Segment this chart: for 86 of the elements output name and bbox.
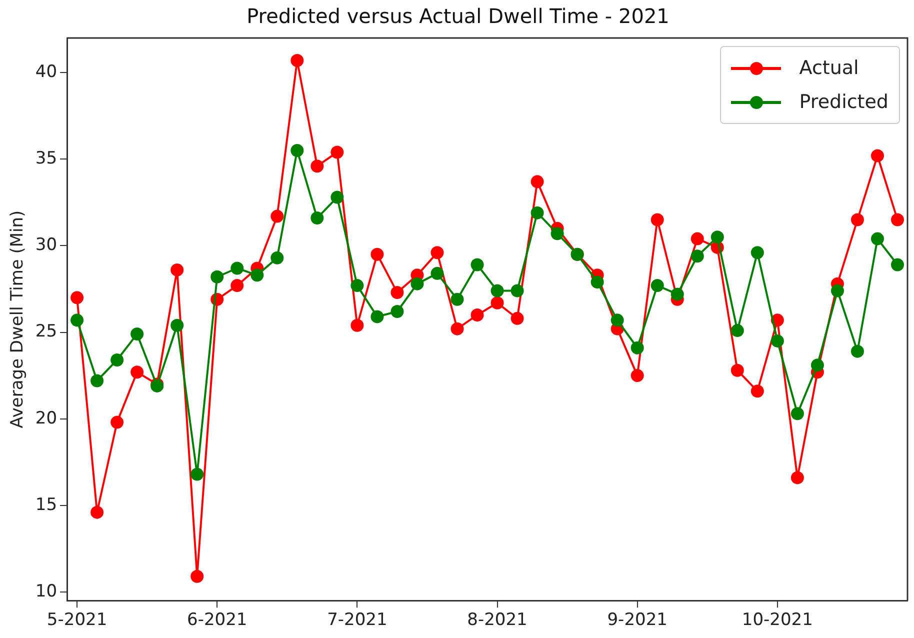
y-tick-label: 40: [35, 62, 58, 82]
legend-label: Predicted: [799, 91, 888, 113]
point: [630, 341, 644, 354]
point: [250, 268, 264, 282]
point: [630, 369, 644, 382]
point: [870, 149, 884, 162]
point: [390, 305, 404, 318]
y-tick-label: 35: [35, 148, 58, 169]
point: [730, 364, 744, 377]
x-tick-label: 9-2021: [607, 610, 668, 630]
point: [90, 506, 104, 519]
point: [490, 296, 504, 310]
point: [470, 308, 484, 322]
point: [370, 248, 384, 261]
point: [450, 292, 464, 306]
point: [290, 54, 304, 68]
point: [750, 384, 764, 398]
point: [730, 324, 744, 338]
point: [230, 279, 244, 292]
point: [470, 258, 484, 272]
point: [850, 344, 864, 358]
point: [190, 570, 204, 583]
point: [350, 279, 364, 292]
point: [110, 353, 124, 366]
point: [770, 334, 784, 348]
x-tick-label: 6-2021: [187, 610, 248, 630]
point: [590, 276, 604, 289]
point: [510, 284, 524, 298]
point: [70, 314, 84, 327]
point: [170, 318, 184, 332]
point: [430, 246, 444, 260]
y-axis-title: Average Dwell Time (Min): [8, 210, 28, 428]
point: [290, 144, 304, 158]
point: [410, 277, 424, 290]
point: [110, 416, 124, 429]
point: [230, 262, 244, 275]
point: [390, 286, 404, 299]
point: [510, 312, 524, 325]
point: [210, 270, 224, 284]
point: [310, 160, 324, 173]
point: [270, 210, 284, 223]
point: [90, 374, 104, 388]
x-tick-label: 8-2021: [467, 610, 528, 630]
point: [350, 318, 364, 332]
y-tick-label: 15: [35, 494, 58, 515]
y-tick-label: 30: [35, 235, 58, 256]
point: [830, 284, 844, 298]
point: [710, 230, 724, 244]
point: [670, 288, 684, 301]
point: [890, 213, 904, 226]
point: [70, 291, 84, 304]
y-tick-label: 10: [35, 581, 58, 602]
x-tick-label: 10-2021: [742, 610, 813, 630]
point: [690, 250, 704, 263]
point: [130, 328, 144, 341]
point: [430, 266, 444, 280]
point: [690, 232, 704, 246]
x-tick-label: 5-2021: [46, 610, 108, 630]
point: [650, 213, 664, 226]
legend-label: Actual: [799, 57, 859, 79]
point: [330, 190, 344, 204]
point: [490, 284, 504, 298]
point: [790, 407, 804, 420]
point: [550, 227, 564, 240]
point: [810, 358, 824, 372]
point: [170, 263, 184, 276]
point: [330, 146, 344, 159]
point: [890, 258, 904, 272]
x-tick-label: 7-2021: [327, 610, 388, 630]
y-tick-label: 20: [35, 408, 58, 428]
point: [130, 366, 144, 379]
point: [310, 212, 324, 225]
point: [530, 206, 544, 220]
y-tick-label: 25: [35, 322, 58, 342]
point: [370, 310, 384, 324]
point: [270, 251, 284, 264]
point: [650, 279, 664, 292]
chart-title: Predicted versus Actual Dwell Time - 2021: [246, 4, 670, 28]
point: [850, 213, 864, 226]
point: [790, 471, 804, 484]
point: [450, 322, 464, 336]
point: [530, 175, 544, 188]
point: [750, 246, 764, 260]
point: [870, 232, 884, 246]
point: [190, 468, 204, 481]
point: [610, 314, 624, 327]
